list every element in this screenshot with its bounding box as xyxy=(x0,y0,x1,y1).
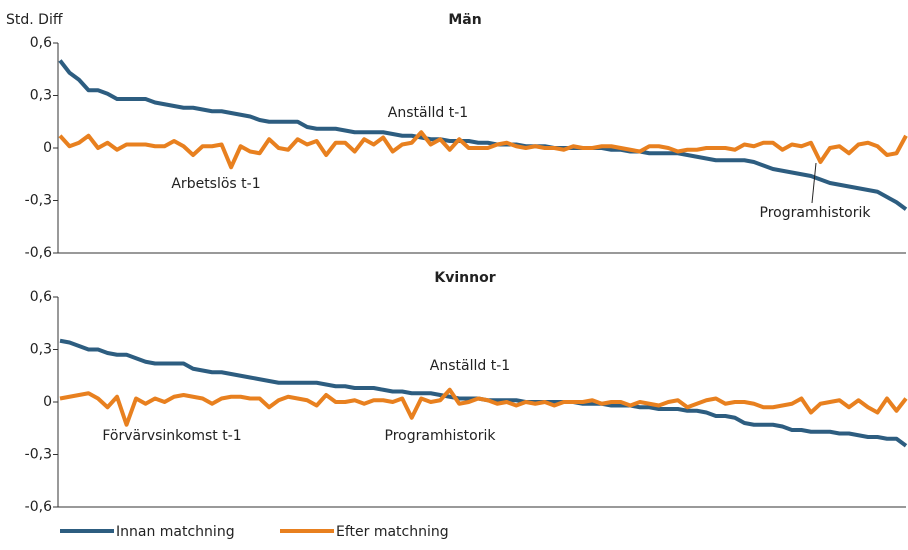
y-tick-label: 0 xyxy=(43,394,52,410)
chart-title: Män xyxy=(448,12,481,28)
legend-label: Innan matchning xyxy=(116,524,235,540)
annotation-leader xyxy=(811,162,817,204)
series-line xyxy=(58,59,908,211)
y-tick-label: -0,3 xyxy=(25,193,52,209)
series-line xyxy=(59,387,908,427)
y-axis-label: Std. Diff xyxy=(6,12,63,28)
annotation: Anställd t-1 xyxy=(430,358,510,374)
legend-label: Efter matchning xyxy=(336,524,449,540)
y-tick-label: 0 xyxy=(43,140,52,156)
annotation: Anställd t-1 xyxy=(388,105,468,121)
annotation: Förvärvsinkomst t-1 xyxy=(102,428,241,444)
y-tick-label: 0,6 xyxy=(30,35,52,51)
y-tick-label: 0,3 xyxy=(30,88,52,104)
y-tick-label: -0,6 xyxy=(25,245,52,261)
y-tick-label: -0,3 xyxy=(25,447,52,463)
y-tick-label: 0,3 xyxy=(30,342,52,358)
annotation: Programhistorik xyxy=(760,205,872,221)
series-line xyxy=(58,130,908,170)
y-tick-label: 0,6 xyxy=(30,289,52,305)
annotation: Arbetslös t-1 xyxy=(171,176,260,192)
y-tick-label: -0,6 xyxy=(25,499,52,515)
annotation: Programhistorik xyxy=(385,428,497,444)
chart-title: Kvinnor xyxy=(434,270,495,286)
